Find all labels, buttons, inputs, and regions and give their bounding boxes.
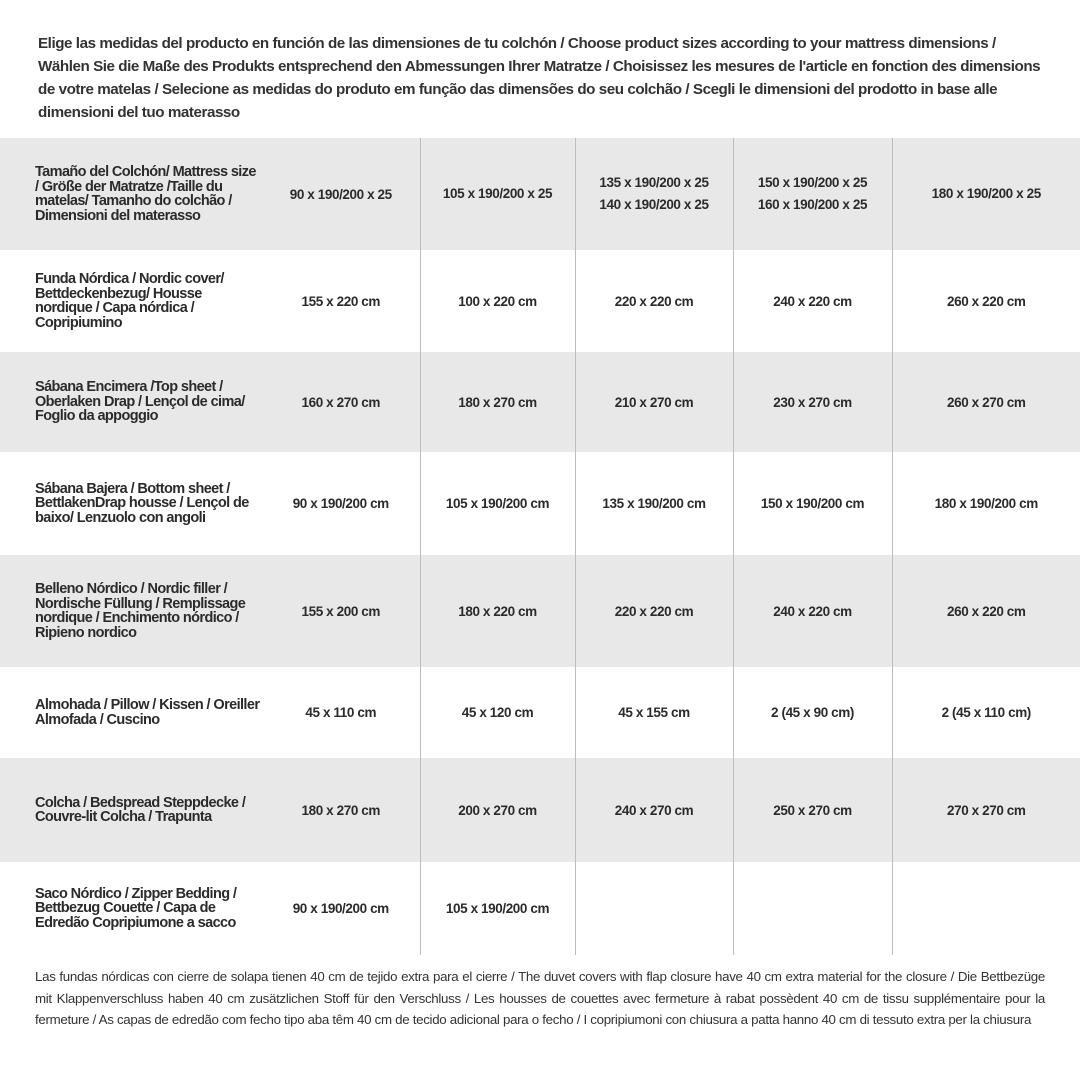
product-label: Colcha / Bedspread Steppdecke / Couvre-l… bbox=[0, 758, 262, 862]
dimension-cell: 240 x 220 cm bbox=[732, 250, 892, 352]
size-cell: 180 x 190/200 x 25 bbox=[891, 138, 1080, 250]
dimension-cell: 240 x 270 cm bbox=[574, 758, 733, 862]
footnote: Las fundas nórdicas con cierre de solapa… bbox=[35, 969, 1045, 1027]
product-label: Almohada / Pillow / Kissen / Oreiller Al… bbox=[35, 697, 260, 728]
size-cell: 105 x 190/200 x 25 bbox=[419, 138, 575, 250]
dimension-cell: 150 x 190/200 cm bbox=[732, 452, 892, 555]
dimension-cell: 180 x 190/200 cm bbox=[891, 452, 1080, 555]
dimension-cell: 105 x 190/200 cm bbox=[419, 862, 575, 955]
table-row: Funda Nórdica / Nordic cover/ Bettdecken… bbox=[0, 250, 1080, 352]
dimension-cell: 90 x 190/200 cm bbox=[292, 901, 389, 916]
dimension-cell: 180 x 270 cm bbox=[419, 352, 575, 452]
dimension-cell: 250 x 270 cm bbox=[732, 758, 892, 862]
table-row: Belleno Nórdico / Nordic filler / Nordis… bbox=[0, 555, 1080, 667]
dimension-cell: 100 x 220 cm bbox=[419, 250, 575, 352]
table-row: Colcha / Bedspread Steppdecke / Couvre-l… bbox=[0, 758, 1080, 862]
dimension-cell: 45 x 155 cm bbox=[574, 667, 733, 758]
product-label: Saco Nórdico / Zipper Bedding / Bettbezu… bbox=[35, 885, 237, 931]
dimension-cell: 260 x 220 cm bbox=[891, 250, 1080, 352]
dimension-cell: 135 x 190/200 cm bbox=[574, 452, 733, 555]
dimension-cell: 200 x 270 cm bbox=[419, 758, 575, 862]
dimension-cell: 230 x 270 cm bbox=[732, 352, 892, 452]
size-cell: 90 x 190/200 x 25 bbox=[262, 138, 420, 250]
dimension-cell bbox=[891, 862, 1080, 955]
size-table: Tamaño del Colchón/ Mattress size / Größ… bbox=[0, 138, 1080, 955]
dimension-cell bbox=[574, 862, 733, 955]
dimension-cell: 90 x 190/200 cm bbox=[292, 496, 389, 511]
dimension-cell: 240 x 220 cm bbox=[732, 555, 892, 667]
dimension-cell bbox=[732, 862, 892, 955]
size-line: 160 x 190/200 x 25 bbox=[757, 197, 868, 212]
dimension-cell: 270 x 270 cm bbox=[891, 758, 1080, 862]
size-line: 135 x 190/200 x 25 bbox=[599, 175, 709, 190]
dimension-cell: 260 x 220 cm bbox=[891, 555, 1080, 667]
size-cell: 150 x 190/200 x 25 160 x 190/200 x 25 bbox=[732, 138, 892, 250]
header-row: Tamaño del Colchón/ Mattress size / Größ… bbox=[0, 138, 1080, 250]
table-row: Sábana Bajera / Bottom sheet / Bettlaken… bbox=[0, 452, 1080, 555]
product-label: Sábana Bajera / Bottom sheet / Bettlaken… bbox=[35, 480, 249, 526]
table-row: Almohada / Pillow / Kissen / Oreiller Al… bbox=[0, 667, 1080, 758]
dimension-cell: 45 x 110 cm bbox=[305, 705, 377, 720]
size-cell: 135 x 190/200 x 25 140 x 190/200 x 25 bbox=[574, 138, 733, 250]
dimension-cell: 155 x 200 cm bbox=[262, 555, 420, 667]
dimension-cell: 45 x 120 cm bbox=[419, 667, 575, 758]
dimension-cell: 105 x 190/200 cm bbox=[419, 452, 575, 555]
intro-text: Elige las medidas del producto en funció… bbox=[38, 35, 1041, 121]
dimension-cell: 2 (45 x 110 cm) bbox=[891, 667, 1080, 758]
size-line: 140 x 190/200 x 25 bbox=[599, 197, 709, 212]
dimension-cell: 160 x 270 cm bbox=[262, 352, 420, 452]
dimension-cell: 180 x 220 cm bbox=[419, 555, 575, 667]
dimension-cell: 210 x 270 cm bbox=[574, 352, 733, 452]
product-label: Funda Nórdica / Nordic cover/ Bettdecken… bbox=[35, 271, 224, 331]
dimension-cell: 2 (45 x 90 cm) bbox=[732, 667, 892, 758]
dimension-cell: 220 x 220 cm bbox=[574, 555, 733, 667]
product-label: Sábana Encimera /Top sheet / Oberlaken D… bbox=[0, 352, 262, 452]
dimension-cell: 155 x 220 cm bbox=[301, 293, 381, 309]
mattress-size-label: Tamaño del Colchón/ Mattress size / Größ… bbox=[0, 138, 262, 250]
size-line: 150 x 190/200 x 25 bbox=[757, 175, 868, 190]
dimension-cell: 260 x 270 cm bbox=[891, 352, 1080, 452]
product-label: Belleno Nórdico / Nordic filler / Nordis… bbox=[0, 555, 262, 667]
dimension-cell: 180 x 270 cm bbox=[262, 758, 420, 862]
table-row: Sábana Encimera /Top sheet / Oberlaken D… bbox=[0, 352, 1080, 452]
dimension-cell: 220 x 220 cm bbox=[574, 250, 733, 352]
table-row: Saco Nórdico / Zipper Bedding / Bettbezu… bbox=[0, 862, 1080, 955]
